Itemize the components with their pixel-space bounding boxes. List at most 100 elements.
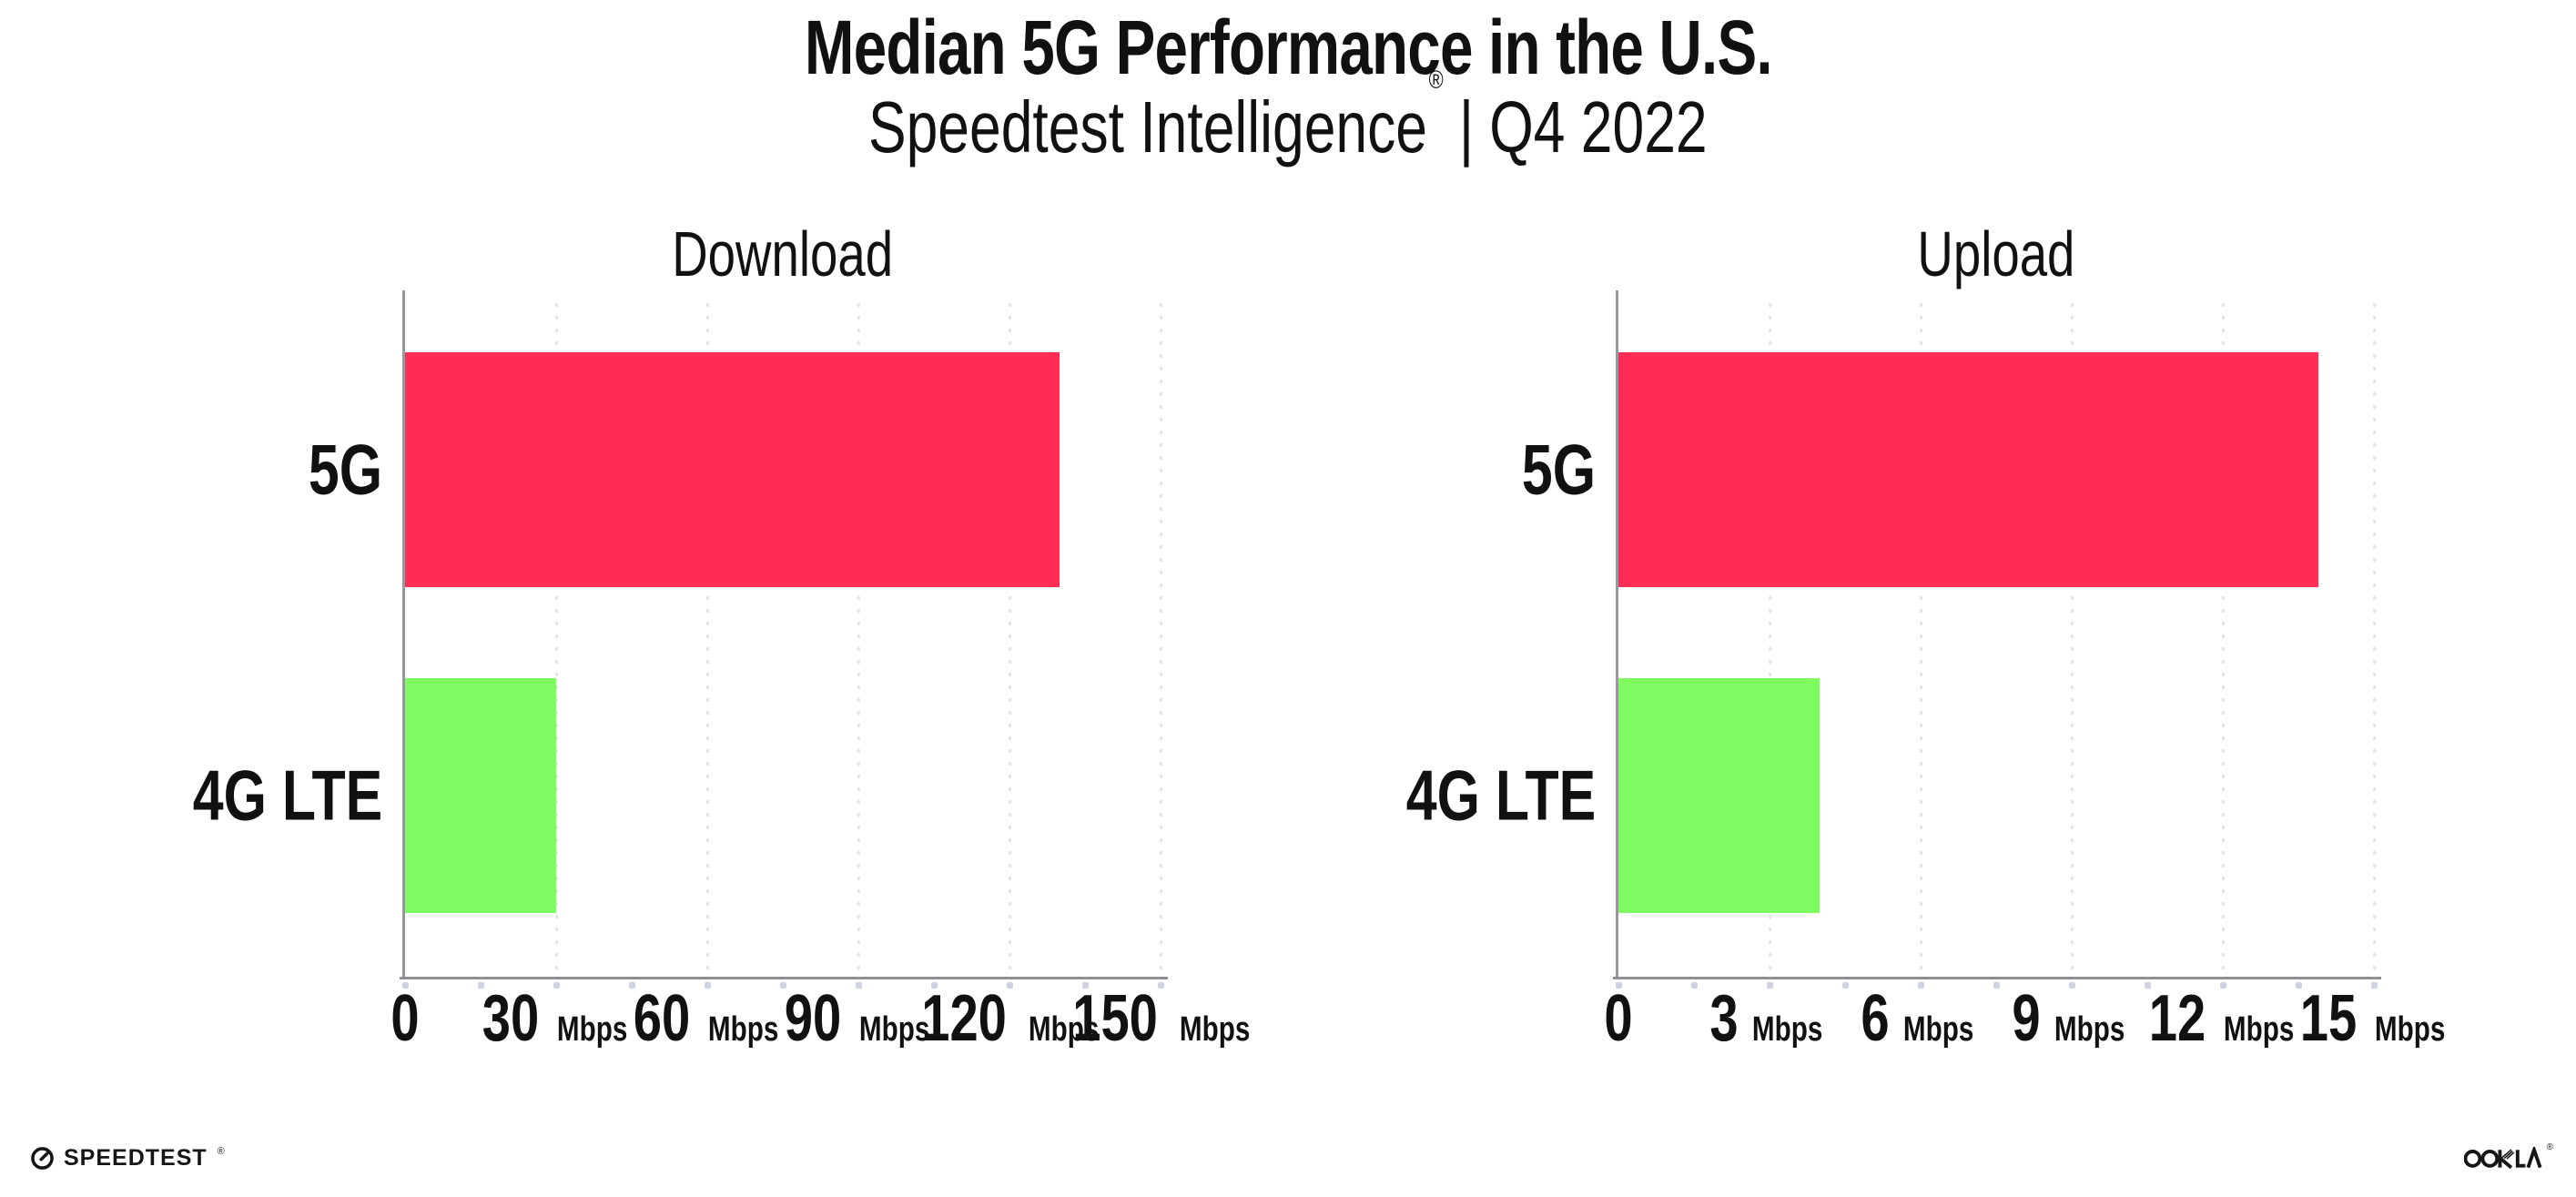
axis-tick-mark xyxy=(2069,982,2075,989)
bar-5g xyxy=(1618,352,2319,587)
gridline-15 xyxy=(2373,303,2376,975)
x-tick-0: 0 xyxy=(269,984,542,1053)
download-chart-title-text: Download xyxy=(672,218,894,289)
x-tick-value: 12 xyxy=(2149,982,2206,1055)
x-tick-value: 3 xyxy=(1709,982,1739,1055)
axis-tick-mark xyxy=(478,982,484,989)
x-tick-unit: Mbps xyxy=(1180,1010,1251,1049)
page-title: Median 5G Performance in the U.S. xyxy=(0,7,2576,87)
axis-tick-mark xyxy=(553,982,560,989)
ookla-registered-mark: ® xyxy=(2546,1142,2553,1152)
x-tick-value: 6 xyxy=(1861,982,1891,1055)
subtitle-period: Q4 2022 xyxy=(1489,86,1708,167)
axis-tick-mark xyxy=(780,982,786,989)
x-tick-unit: Mbps xyxy=(2224,1010,2295,1049)
x-tick-unit: Mbps xyxy=(2375,1010,2446,1049)
x-tick-value: 9 xyxy=(2012,982,2042,1055)
x-tick-unit: Mbps xyxy=(2054,1010,2125,1049)
axis-tick-mark xyxy=(931,982,938,989)
upload-chart-title: Upload xyxy=(1618,221,2374,287)
x-tick-15: 15 Mbps xyxy=(2237,984,2510,1053)
x-tick-0: 0 xyxy=(1482,984,1755,1053)
gridline-9 xyxy=(2071,303,2074,975)
x-axis-line xyxy=(400,977,1168,979)
x-tick-value: 90 xyxy=(785,982,842,1055)
x-tick-120: 120 Mbps xyxy=(873,984,1146,1053)
x-tick-unit: Mbps xyxy=(557,1010,628,1049)
speedtest-gauge-icon xyxy=(31,1147,54,1170)
x-tick-unit: Mbps xyxy=(708,1010,779,1049)
gridline-6 xyxy=(1920,303,1922,975)
x-tick-3: 3 Mbps xyxy=(1633,984,1906,1053)
bar-4g-lte xyxy=(405,678,556,913)
axis-tick-mark xyxy=(1007,982,1013,989)
subtitle-brand: Speedtest Intelligence xyxy=(868,86,1428,167)
download-chart-title: Download xyxy=(405,221,1161,287)
x-tick-value: 60 xyxy=(634,982,691,1055)
axis-tick-mark xyxy=(2296,982,2302,989)
x-tick-unit: Mbps xyxy=(1903,1010,1974,1049)
x-tick-value: 30 xyxy=(482,982,540,1055)
axis-tick-mark xyxy=(705,982,711,989)
axis-tick-mark xyxy=(1993,982,2000,989)
ookla-logo: ® xyxy=(2463,1142,2553,1169)
x-tick-value: 0 xyxy=(390,982,420,1055)
axis-tick-mark xyxy=(1767,982,1773,989)
x-tick-9: 9 Mbps xyxy=(1935,984,2208,1053)
axis-tick-mark xyxy=(1158,982,1164,989)
upload-chart: Upload 0 3 Mbps 6 Mbps 9 Mbps 12 Mbps 15 Mbps 5G 4G … xyxy=(1318,196,2533,1124)
category-label-5g: 5G xyxy=(288,429,382,512)
x-tick-unit: Mbps xyxy=(1029,1010,1100,1049)
speedtest-logo: SPEEDTEST ® xyxy=(30,1145,225,1172)
gridline-150 xyxy=(1160,303,1162,975)
x-tick-30: 30 Mbps xyxy=(420,984,693,1053)
category-label-text: 5G xyxy=(308,429,382,510)
x-tick-12: 12 Mbps xyxy=(2086,984,2359,1053)
axis-tick-mark xyxy=(1616,982,1622,989)
axis-tick-mark xyxy=(1918,982,1924,989)
gridline-90 xyxy=(857,303,860,975)
category-label-text: 4G LTE xyxy=(1405,755,1596,836)
category-label-4g-lte: 4G LTE xyxy=(139,755,382,837)
gridline-30 xyxy=(555,303,558,975)
x-tick-value: 150 xyxy=(1072,982,1159,1055)
x-tick-value: 0 xyxy=(1604,982,1633,1055)
x-tick-90: 90 Mbps xyxy=(722,984,995,1053)
category-label-5g: 5G xyxy=(1501,429,1596,512)
bar-4g-lte xyxy=(1618,678,1820,913)
x-tick-unit: Mbps xyxy=(859,1010,930,1049)
gridline-3 xyxy=(1769,303,1771,975)
gridline-12 xyxy=(2222,303,2225,975)
axis-tick-mark xyxy=(1842,982,1849,989)
y-axis-line xyxy=(402,290,405,979)
upload-chart-title-text: Upload xyxy=(1917,218,2075,289)
x-tick-unit: Mbps xyxy=(1752,1010,1823,1049)
category-label-text: 4G LTE xyxy=(192,755,382,836)
x-tick-value: 120 xyxy=(921,982,1008,1055)
x-tick-150: 150 Mbps xyxy=(1024,984,1297,1053)
x-tick-value: 15 xyxy=(2300,982,2358,1055)
subtitle-text: Speedtest Intelligence® | Q4 2022 xyxy=(868,66,1708,167)
upload-plot-area: 0 3 Mbps 6 Mbps 9 Mbps 12 Mbps 15 Mbps 5G 4G LTE xyxy=(1406,290,2446,1053)
subtitle: Speedtest Intelligence® | Q4 2022 xyxy=(0,66,2576,167)
category-label-text: 5G xyxy=(1521,429,1596,510)
registered-mark: ® xyxy=(1428,66,1444,95)
download-plot-area: 0 30 Mbps 60 Mbps 90 Mbps 120 Mbps 150 Mbps 5G 4G LT… xyxy=(193,290,1251,1053)
gridline-60 xyxy=(706,303,709,975)
y-axis-line xyxy=(1616,290,1618,979)
page-title-text: Median 5G Performance in the U.S. xyxy=(804,5,1773,90)
ookla-wordmark-icon xyxy=(2463,1147,2542,1169)
x-tick-6: 6 Mbps xyxy=(1784,984,2057,1053)
speedtest-wordmark: SPEEDTEST xyxy=(64,1145,208,1171)
gridline-120 xyxy=(1009,303,1011,975)
subtitle-separator: | xyxy=(1459,86,1475,167)
axis-tick-mark xyxy=(1082,982,1089,989)
axis-tick-mark xyxy=(402,982,409,989)
axis-tick-mark xyxy=(2220,982,2226,989)
axis-tick-mark xyxy=(2145,982,2151,989)
download-chart: Download 0 30 Mbps 60 Mbps 90 Mbps 120 Mbps 150 Mb… xyxy=(105,196,1320,1124)
axis-tick-mark xyxy=(1691,982,1698,989)
x-tick-60: 60 Mbps xyxy=(571,984,844,1053)
bar-5g xyxy=(405,352,1060,587)
